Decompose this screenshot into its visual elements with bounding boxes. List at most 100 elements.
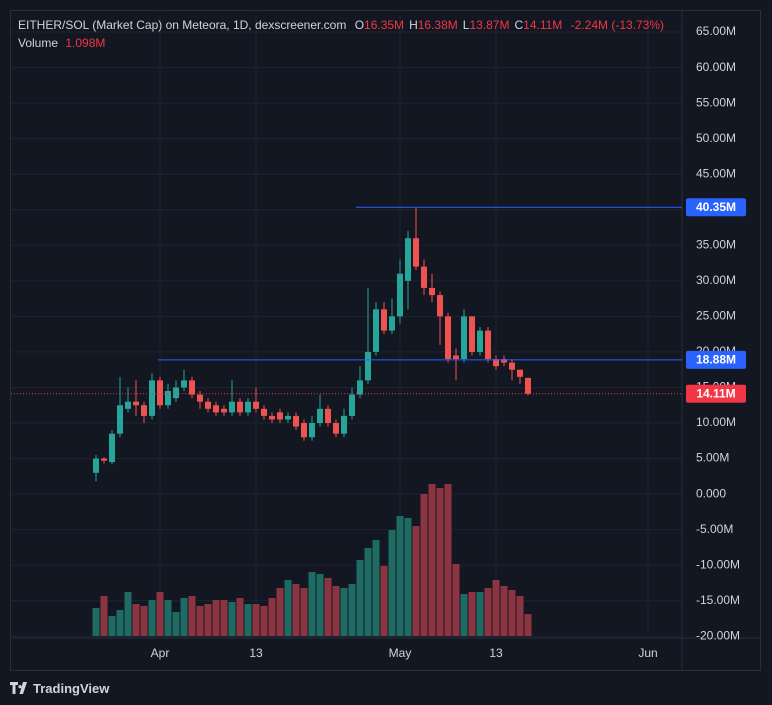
candle-body [525,377,531,394]
y-tick-label: 50.00M [696,131,736,145]
volume-bar [508,590,516,636]
volume-bar [436,488,444,636]
candle-body [189,380,195,395]
volume-bar [196,606,204,636]
candle-body [213,405,219,413]
ohlc-value: 16.35M [364,18,405,32]
volume-bar [92,608,100,636]
volume-bar [388,530,396,636]
candle-body [517,369,523,377]
candle-body [365,351,371,381]
volume-bar [284,580,292,636]
volume-value: 1.098M [65,36,106,50]
candle-body [101,458,107,461]
y-tick-label: 45.00M [696,166,736,180]
candle-body [437,295,443,317]
candle-body [357,380,363,395]
volume-bar [148,600,156,636]
y-tick-label: -15.00M [696,593,740,607]
candle-body [333,423,339,434]
volume-bar [300,588,308,636]
price-badge-label: 18.88M [696,353,736,367]
volume-bar [364,548,372,636]
y-tick-label: 55.00M [696,95,736,109]
volume-bar [204,604,212,636]
volume-bar [316,574,324,636]
volume-bar [460,594,468,636]
volume-bar [108,616,116,636]
volume-bar [412,526,420,636]
legend-row: Volume 1.098M [18,34,664,52]
volume-bar [396,516,404,636]
candle-body [125,401,131,409]
candle-body [197,394,203,402]
candle-body [237,401,243,413]
volume-bar [468,592,476,636]
candle-body [477,330,483,352]
volume-bar [492,580,500,636]
ohlc-value: 16.38M [417,18,458,32]
candle-body [453,355,459,360]
volume-bar [380,566,388,636]
volume-bar [116,610,124,636]
volume-bar [180,598,188,636]
volume-bar [404,518,412,636]
candle-body [149,380,155,416]
candle-body [445,316,451,360]
candle-body [133,401,139,406]
candle-body [405,238,411,281]
y-tick-label: 60.00M [696,60,736,74]
candle-body [165,391,171,406]
y-tick-label: -10.00M [696,557,740,571]
price-badge-label: 40.35M [696,200,736,214]
y-tick-label: 0.000 [696,486,726,500]
candle-body [317,408,323,424]
candle-body [109,433,115,463]
candle-body [173,387,179,399]
price-badge [686,384,746,403]
volume-bar [356,560,364,636]
volume-bar [268,598,276,636]
candle-body [493,359,499,367]
price-badge [686,198,746,217]
candle-body [269,415,275,420]
candle-body [349,394,355,416]
marks [11,206,682,636]
candle-body [293,415,299,427]
volume-bar [172,612,180,636]
volume-bar [292,584,300,636]
volume-bar [332,586,340,636]
ohlc-key: O [354,18,365,32]
candle-body [309,423,315,438]
price-badge [686,350,746,369]
volume-bar [444,484,452,636]
volume-bar [500,586,508,636]
candle-body [509,362,515,370]
candle-body [285,415,291,420]
candle-body [157,380,163,406]
volume-bar [188,596,196,636]
y-tick-label: 5.00M [696,451,729,465]
volume-bar [260,606,268,636]
candle-body [397,273,403,317]
candle-body [485,330,491,360]
volume-bar [340,588,348,636]
candle-body [325,408,331,424]
volume-bar [524,614,532,636]
volume-bar [244,604,252,636]
y-tick-label: 35.00M [696,237,736,251]
candle-body [261,408,267,416]
ohlc: O16.35M H16.38M L13.87M C14.11M [350,18,563,32]
candle-body [93,458,99,473]
candle-body [301,423,307,438]
axes: 65.00M60.00M55.00M50.00M45.00M40.00M35.0… [151,24,746,660]
candle-body [117,405,123,434]
x-tick-label: Apr [151,646,170,660]
legend-title: EITHER/SOL (Market Cap) on Meteora, 1D, … [18,18,347,32]
candle-body [341,415,347,434]
candle-body [221,408,227,413]
price-badge-label: 14.11M [696,386,735,400]
volume-bar [220,600,228,636]
y-tick-label: 25.00M [696,309,736,323]
volume-bar [428,484,436,636]
